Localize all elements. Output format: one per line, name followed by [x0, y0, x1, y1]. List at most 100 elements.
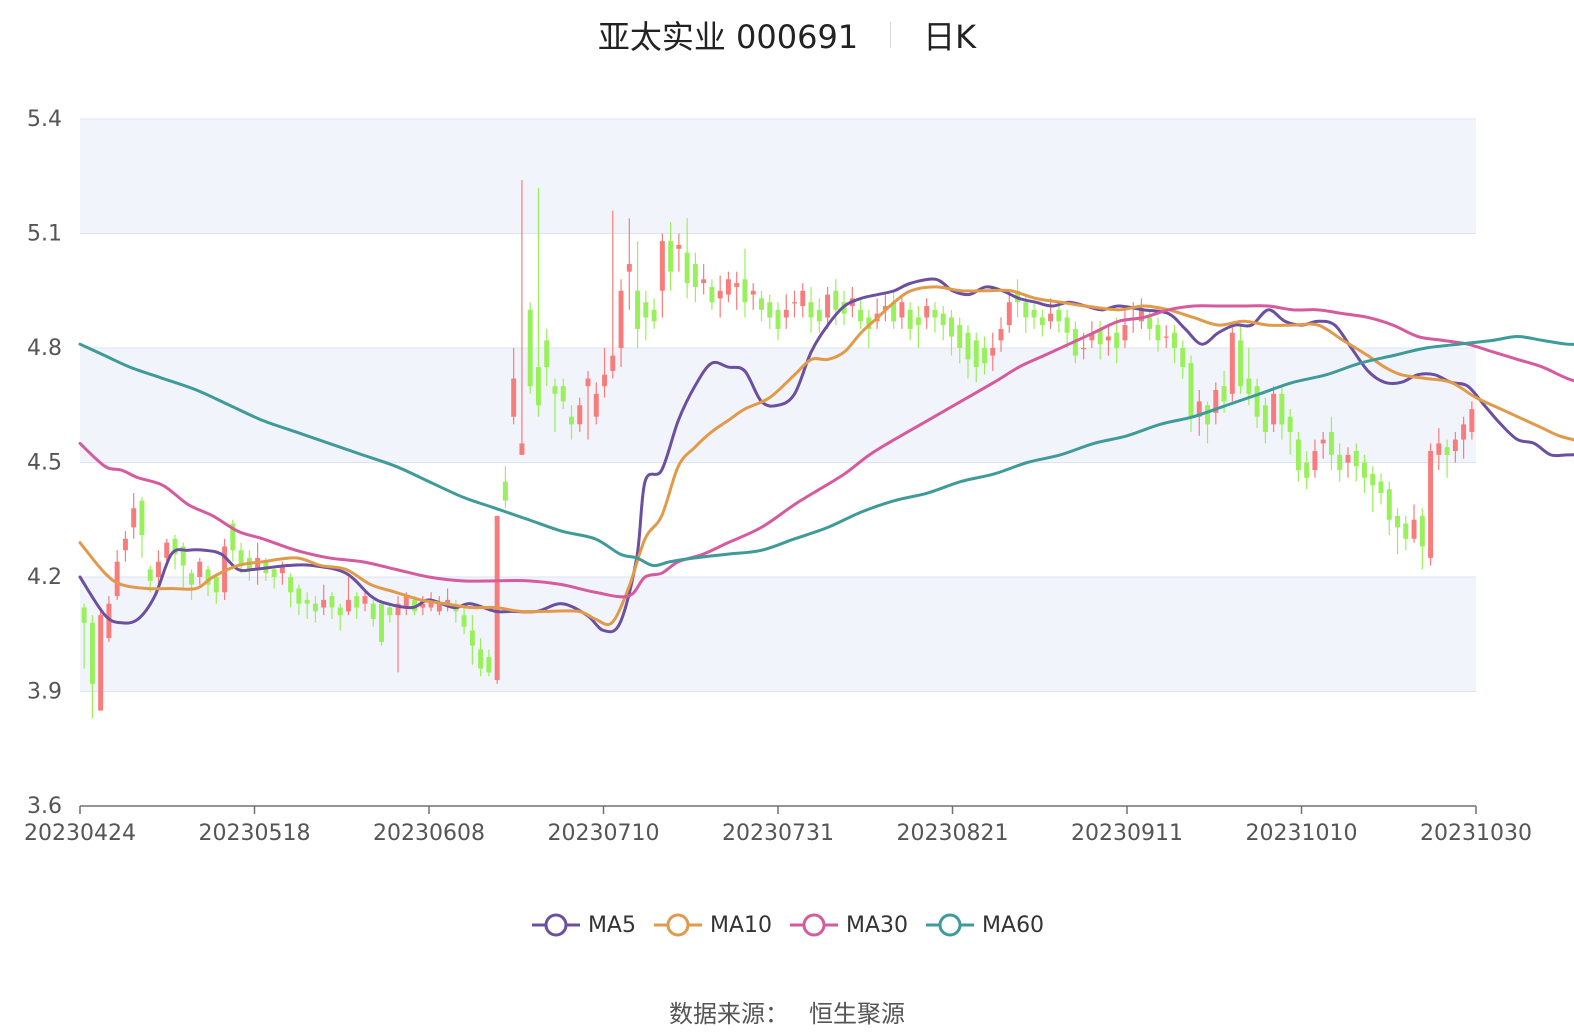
candle — [1295, 431, 1301, 482]
candle-body — [643, 302, 649, 318]
candle — [469, 615, 475, 665]
candle — [1428, 443, 1434, 566]
legend-item-ma5[interactable]: MA5 — [530, 912, 636, 938]
candle — [618, 279, 624, 368]
candle — [213, 573, 219, 604]
source-label: 数据来源： — [669, 1000, 789, 1028]
candle-body — [469, 630, 475, 646]
candle-body — [395, 603, 401, 616]
candle — [569, 405, 574, 440]
candle — [1229, 325, 1235, 402]
candle — [1279, 386, 1285, 440]
candle — [329, 592, 335, 619]
candle-body — [337, 607, 343, 616]
source-value: 恒生聚源 — [809, 1000, 905, 1028]
candle — [164, 538, 170, 562]
candle-body — [1213, 389, 1219, 413]
candle — [1172, 325, 1177, 364]
candle — [296, 584, 302, 616]
candle — [486, 649, 492, 677]
candle-body — [1295, 439, 1301, 471]
candle-body — [858, 309, 864, 322]
candle-body — [1469, 409, 1475, 432]
candle-body — [684, 252, 690, 284]
candle-body — [205, 569, 211, 585]
candle — [288, 573, 294, 608]
candle-body — [725, 279, 731, 295]
legend-item-ma30[interactable]: MA30 — [788, 912, 908, 938]
candle-body — [676, 244, 682, 249]
candle — [122, 531, 128, 562]
candle — [816, 298, 822, 333]
candle — [519, 180, 525, 455]
candle-body — [387, 607, 393, 616]
candle-body — [825, 294, 831, 318]
candle-body — [915, 317, 921, 326]
candle — [81, 603, 87, 669]
candle — [742, 248, 748, 318]
candle-body — [1097, 328, 1103, 345]
candle-body — [1370, 473, 1376, 486]
candle-body — [436, 603, 442, 612]
candle — [321, 584, 327, 616]
candle — [370, 599, 376, 627]
candle — [1386, 481, 1392, 536]
candle — [98, 607, 104, 711]
candle — [1436, 428, 1442, 471]
candle — [874, 298, 880, 329]
candle-body — [635, 290, 641, 329]
candle-body — [478, 649, 484, 669]
legend-marker — [926, 913, 975, 937]
candle — [1238, 325, 1244, 394]
candle-body — [155, 561, 161, 577]
candle-body — [1312, 451, 1318, 471]
candle-body — [577, 405, 583, 425]
candle-body — [560, 386, 566, 402]
candle — [1461, 416, 1467, 459]
candle — [1312, 439, 1318, 478]
candle-body — [750, 290, 756, 295]
candle-body — [453, 607, 459, 612]
candle — [924, 298, 930, 329]
candle-body — [131, 508, 137, 528]
candle — [502, 466, 508, 509]
candle — [1122, 309, 1128, 348]
candle — [973, 332, 979, 383]
candle-body — [668, 241, 674, 272]
candle-body — [1320, 439, 1326, 444]
candle-body — [552, 386, 558, 394]
candlestick-chart: 3.63.94.24.54.85.15.4 20230424 20230518 20… — [24, 107, 1574, 846]
series-ma30-line — [78, 304, 1574, 599]
candle — [478, 638, 484, 677]
candle — [535, 187, 541, 417]
chart-header: 亚太实业 000691 日K — [0, 12, 1574, 58]
candle — [1254, 378, 1260, 429]
candle — [1271, 386, 1277, 432]
candle-body — [924, 306, 930, 318]
legend-item-ma60[interactable]: MA60 — [924, 912, 1044, 938]
candle-body — [1304, 462, 1310, 478]
candle-body — [1328, 431, 1334, 455]
candle-body — [1114, 332, 1120, 348]
candle-body — [948, 317, 954, 337]
candle — [957, 317, 963, 364]
candle-body — [1345, 454, 1351, 463]
candle — [701, 264, 707, 295]
candle-body — [1395, 515, 1401, 528]
candle-body — [1089, 332, 1095, 341]
candle — [436, 596, 442, 616]
y-tick-label: 5.4 — [27, 107, 62, 132]
candle-body — [1180, 348, 1186, 368]
candle — [1056, 302, 1062, 333]
candle — [866, 309, 872, 348]
candle-body — [1221, 386, 1227, 402]
y-tick-label: 3.6 — [27, 794, 62, 819]
period-label: 日K — [923, 18, 977, 56]
candle-body — [89, 622, 95, 684]
candle-body — [692, 264, 698, 287]
x-tick-label: 20230710 — [548, 821, 660, 846]
candle — [643, 290, 649, 341]
candle-body — [957, 325, 963, 348]
legend-item-ma10[interactable]: MA10 — [652, 912, 772, 938]
candle — [775, 302, 781, 341]
